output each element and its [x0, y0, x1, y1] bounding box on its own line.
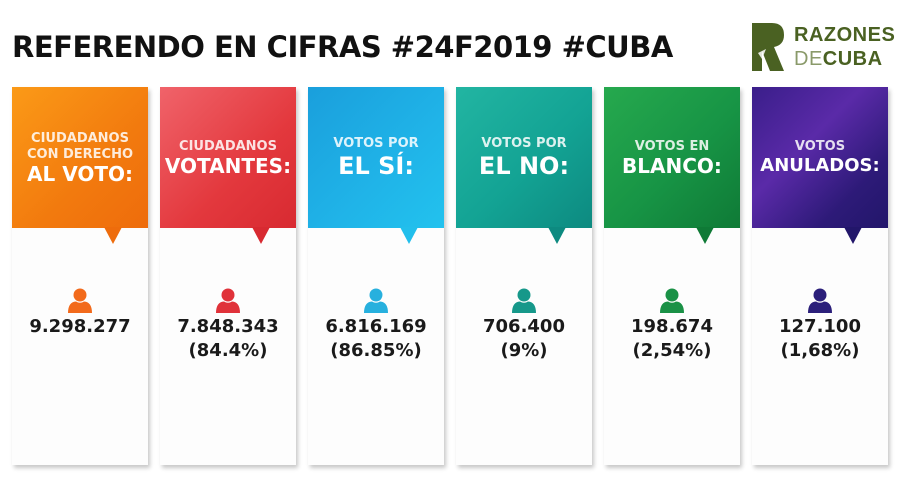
card-value: 9.298.277 — [29, 316, 131, 337]
card-header: VOTOS EN BLANCO: — [604, 87, 740, 244]
card-header: VOTOS POR EL NO: — [456, 87, 592, 244]
pointer-arrow — [696, 227, 714, 244]
card-label-line1: VOTOS POR — [481, 135, 567, 151]
person-icon — [216, 288, 240, 313]
card-label-line1: CIUDADANOS — [31, 130, 129, 146]
pointer-arrow — [548, 227, 566, 244]
stat-card-blank-votes: VOTOS EN BLANCO: 198.674 (2,54%) — [604, 87, 740, 465]
card-label-big: AL VOTO: — [27, 161, 133, 186]
card-label-line1: VOTOS — [794, 138, 846, 154]
card-percentage: (9%) — [500, 340, 548, 361]
stat-card-no-votes: VOTOS POR EL NO: 706.400 (9%) — [456, 87, 592, 465]
person-icon — [660, 288, 684, 313]
brand-logo: RAZONES DECUBA — [752, 23, 895, 75]
card-header: VOTOS ANULADOS: — [752, 87, 888, 244]
card-header: VOTOS POR EL SÍ: — [308, 87, 444, 244]
person-icon — [512, 288, 536, 313]
person-icon — [364, 288, 388, 313]
logo-line2-light: DE — [794, 48, 823, 70]
card-header: CIUDADANOS CON DERECHO AL VOTO: — [12, 87, 148, 244]
page-title: REFERENDO EN CIFRAS #24F2019 #CUBA — [12, 30, 673, 64]
pointer-arrow — [400, 227, 418, 244]
logo-line2-bold: CUBA — [822, 48, 883, 70]
card-label-line1: VOTOS EN — [634, 138, 710, 154]
card-value: 7.848.343 — [177, 316, 279, 337]
card-percentage: (2,54%) — [632, 340, 712, 361]
card-label-line1: CIUDADANOS — [179, 138, 277, 154]
card-label-line1: VOTOS POR — [333, 135, 419, 151]
card-label-big: EL SÍ: — [338, 151, 414, 180]
card-percentage: (84.4%) — [188, 340, 268, 361]
card-value: 706.400 — [483, 316, 565, 337]
card-header: CIUDADANOS VOTANTES: — [160, 87, 296, 244]
razones-de-cuba-logo-icon — [752, 23, 784, 71]
card-percentage: (86.85%) — [330, 340, 422, 361]
stat-card-eligible-voters: CIUDADANOS CON DERECHO AL VOTO: 9.298.27… — [12, 87, 148, 465]
card-value: 6.816.169 — [325, 316, 427, 337]
logo-line1: RAZONES — [794, 24, 896, 46]
card-label-big: VOTANTES: — [164, 153, 292, 178]
card-percentage: (1,68%) — [780, 340, 860, 361]
logo-text: RAZONES DECUBA — [794, 23, 895, 71]
card-label-big: BLANCO: — [622, 153, 722, 178]
card-label-line2: CON DERECHO — [26, 146, 134, 162]
stat-card-annulled-votes: VOTOS ANULADOS: 127.100 (1,68%) — [752, 87, 888, 465]
stat-card-yes-votes: VOTOS POR EL SÍ: 6.816.169 (86.85%) — [308, 87, 444, 465]
card-value: 127.100 — [779, 316, 861, 337]
card-value: 198.674 — [631, 316, 713, 337]
person-icon — [68, 288, 92, 313]
person-icon — [808, 288, 832, 313]
stat-card-voters: CIUDADANOS VOTANTES: 7.848.343 (84.4%) — [160, 87, 296, 465]
pointer-arrow — [844, 227, 862, 244]
card-label-big: ANULADOS: — [760, 154, 880, 176]
pointer-arrow — [252, 227, 270, 244]
pointer-arrow — [104, 227, 122, 244]
card-label-big: EL NO: — [478, 151, 570, 180]
